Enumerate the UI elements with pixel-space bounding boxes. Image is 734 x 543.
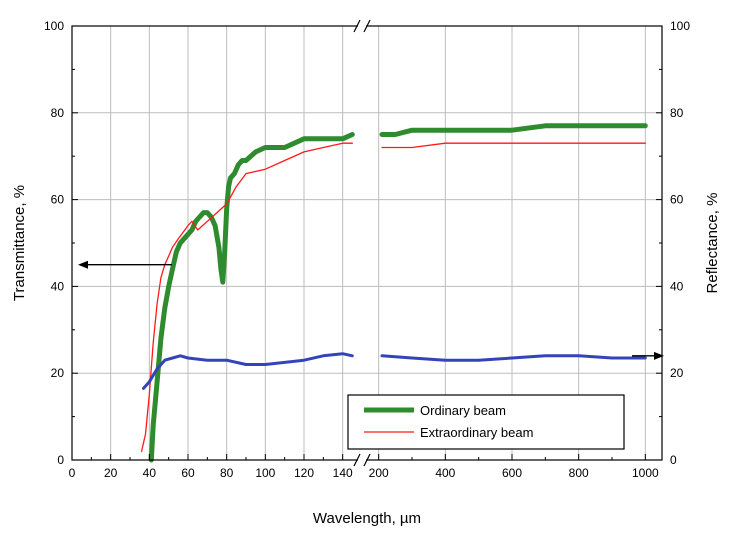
y-tick-label-left: 100 bbox=[44, 19, 64, 33]
x-tick-label: 120 bbox=[294, 466, 314, 480]
x-tick-label: 40 bbox=[143, 466, 157, 480]
y-tick-label-right: 20 bbox=[670, 366, 684, 380]
axis-break-gap-bottom bbox=[358, 455, 366, 465]
x-tick-label: 20 bbox=[104, 466, 118, 480]
x-tick-label: 100 bbox=[255, 466, 275, 480]
y-tick-label-right: 100 bbox=[670, 19, 690, 33]
x-tick-label: 400 bbox=[435, 466, 455, 480]
axis-break-slash-bottom bbox=[353, 453, 361, 467]
x-tick-label: 80 bbox=[220, 466, 234, 480]
y-tick-label-left: 80 bbox=[51, 106, 65, 120]
y-tick-label-left: 60 bbox=[51, 193, 65, 207]
y-axis-title-left: Transmittance, % bbox=[11, 185, 28, 301]
series-line-extraordinary-beam bbox=[140, 142, 353, 452]
axis-break bbox=[353, 19, 371, 467]
y-tick-label-right: 0 bbox=[670, 453, 677, 467]
y-tick-label-left: 40 bbox=[51, 279, 65, 293]
series-line-ordinary-beam bbox=[379, 123, 648, 137]
x-tick-label: 140 bbox=[333, 466, 353, 480]
x-tick-label: 60 bbox=[181, 466, 195, 480]
x-tick-label: 200 bbox=[369, 466, 389, 480]
y-tick-label-left: 20 bbox=[51, 366, 65, 380]
legend-label: Ordinary beam bbox=[420, 403, 506, 418]
series-line-reflectance bbox=[142, 352, 354, 390]
y-axis-title-right: Reflectance, % bbox=[704, 193, 721, 294]
series-line-extraordinary-beam bbox=[381, 142, 646, 149]
y-tick-label-right: 40 bbox=[670, 279, 684, 293]
annotations bbox=[78, 260, 664, 360]
legend: Ordinary beam Extraordinary beam bbox=[347, 394, 625, 450]
axis-break-slash-top bbox=[363, 19, 371, 33]
series-layer bbox=[140, 123, 648, 463]
axis-break-slash-bottom bbox=[363, 453, 371, 467]
series-line-ordinary-beam bbox=[148, 132, 355, 463]
arrow-head-right bbox=[654, 351, 664, 360]
plot-area bbox=[72, 26, 662, 460]
x-tick-label: 600 bbox=[502, 466, 522, 480]
x-tick-label: 1000 bbox=[632, 466, 659, 480]
axis-break-slash-top bbox=[353, 19, 361, 33]
series-line-reflectance bbox=[380, 354, 647, 362]
y-tick-label-right: 80 bbox=[670, 106, 684, 120]
axis-break-gap-top bbox=[358, 21, 366, 31]
x-tick-label: 800 bbox=[569, 466, 589, 480]
legend-label: Extraordinary beam bbox=[420, 425, 533, 440]
legend-box bbox=[347, 394, 625, 450]
x-tick-label: 0 bbox=[69, 466, 76, 480]
y-tick-label-left: 0 bbox=[57, 453, 64, 467]
x-axis-title: Wavelength, µm bbox=[313, 510, 421, 527]
grid bbox=[72, 26, 662, 460]
y-tick-label-right: 60 bbox=[670, 193, 684, 207]
arrow-head-left bbox=[78, 260, 88, 269]
